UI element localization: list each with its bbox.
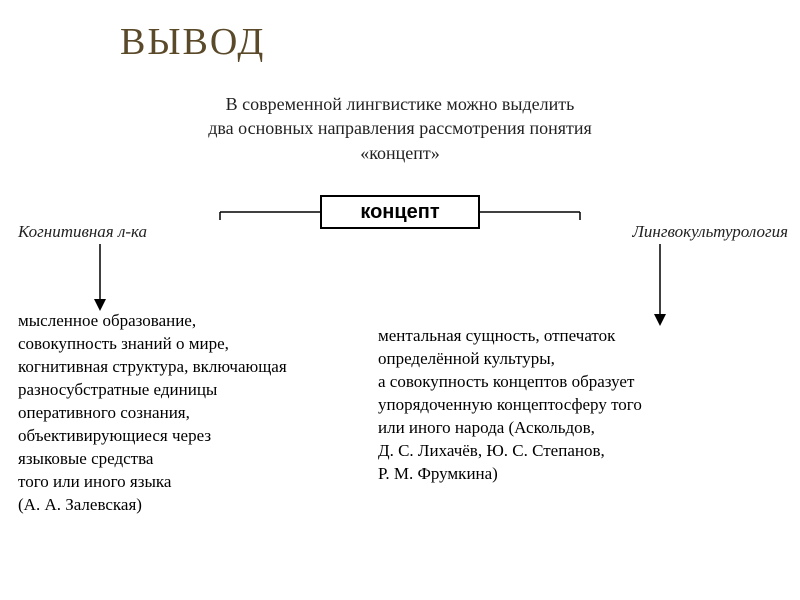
concept-node-label: концепт: [360, 201, 439, 224]
branch-label-linguoculturology: Лингвокультурология: [632, 222, 788, 242]
intro-line-1: В современной лингвистике можно выделить: [0, 92, 800, 116]
definition-left: мысленное образование,совокупность знани…: [18, 310, 388, 516]
intro-line-3: «концепт»: [0, 141, 800, 165]
slide-title: ВЫВОД: [120, 20, 265, 64]
definition-right: ментальная сущность, отпечатокопределённ…: [378, 325, 798, 486]
concept-node: концепт: [320, 195, 480, 229]
slide: ВЫВОД В современной лингвистике можно вы…: [0, 0, 800, 600]
intro-line-2: два основных направления рассмотрения по…: [0, 116, 800, 140]
branch-label-cognitive: Когнитивная л-ка: [18, 222, 147, 242]
intro-text: В современной лингвистике можно выделить…: [0, 92, 800, 165]
